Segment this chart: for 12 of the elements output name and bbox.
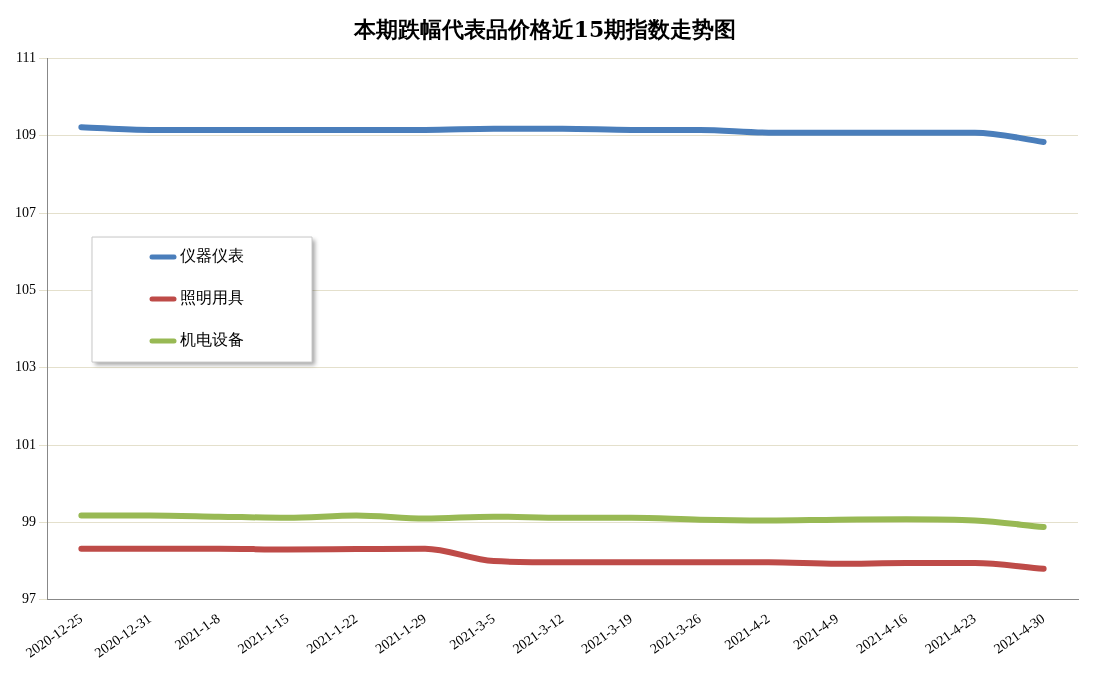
y-tick-label: 97 (22, 591, 36, 607)
chart-title: 本期跌幅代表品价格近15期指数走势图 (352, 15, 737, 42)
legend-label: 仪器仪表 (180, 246, 244, 266)
legend-label: 照明用具 (180, 288, 244, 308)
legend-label: 机电设备 (180, 330, 244, 350)
y-tick-label: 99 (22, 514, 36, 530)
y-tick-label: 109 (15, 127, 36, 143)
y-tick-label: 111 (16, 50, 36, 66)
y-tick-label: 105 (15, 282, 36, 298)
y-tick-label: 101 (15, 436, 36, 452)
y-tick-label: 107 (15, 204, 36, 220)
y-tick-label: 103 (15, 359, 36, 375)
